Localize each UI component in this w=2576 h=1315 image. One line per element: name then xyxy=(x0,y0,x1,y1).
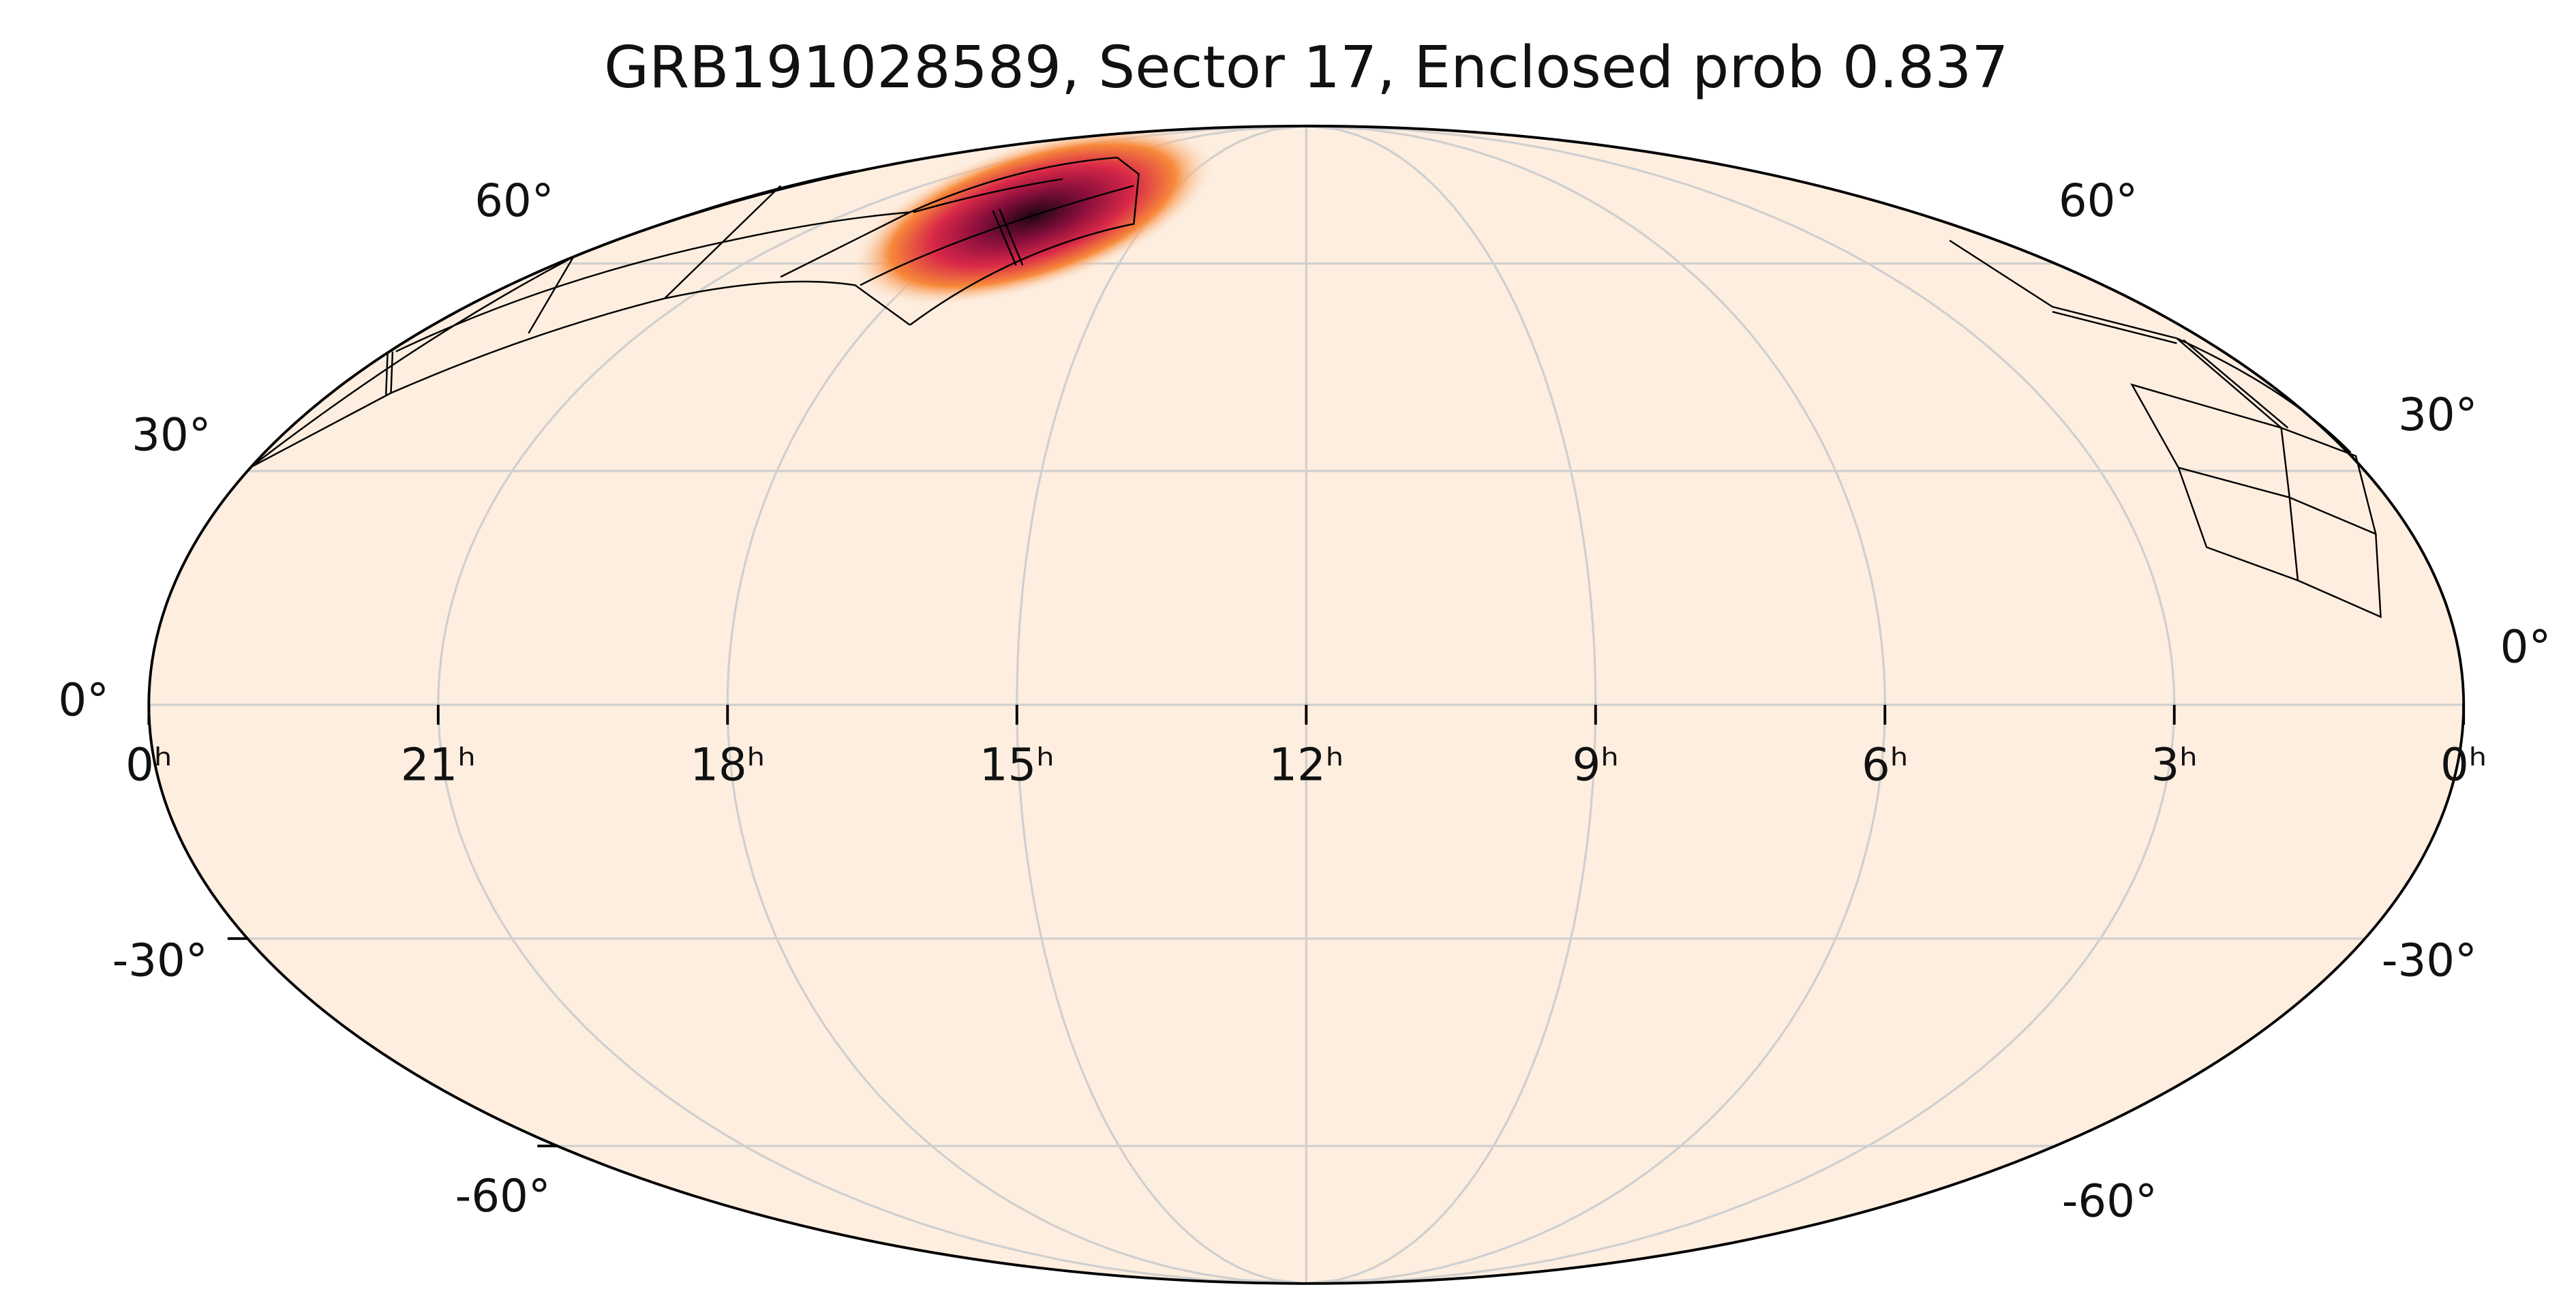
tile-edge xyxy=(384,185,910,395)
x-tick-label: 9ʰ xyxy=(1573,739,1619,791)
x-tick-label: 3ʰ xyxy=(2151,739,2198,791)
y-tick-label-left: 60° xyxy=(474,175,554,227)
tile-edge xyxy=(2176,337,2289,429)
tile-edge xyxy=(909,156,1140,326)
tile-edge xyxy=(249,280,911,469)
y-tick-label-left: 0° xyxy=(58,674,109,726)
y-tick-label-right: 60° xyxy=(2059,175,2138,227)
y-tick-label-left: -60° xyxy=(455,1170,551,1222)
y-tick-label-right: -60° xyxy=(2062,1175,2157,1227)
y-tick-label-right: -30° xyxy=(2382,935,2477,986)
chart-title: GRB191028589, Sector 17, Enclosed prob 0… xyxy=(604,34,2008,102)
x-tick-label: 18ʰ xyxy=(690,739,765,791)
tile-edge xyxy=(2130,383,2382,618)
y-tick-label-left: 30° xyxy=(132,409,211,461)
x-tick-label: 21ʰ xyxy=(401,739,476,791)
tess-footprints xyxy=(249,156,2382,618)
x-tick-label: 0ʰ xyxy=(125,739,172,791)
tile-edge xyxy=(780,178,1134,286)
y-tick-label-right: 30° xyxy=(2398,389,2477,441)
y-tick-label-left: -30° xyxy=(112,935,208,986)
x-tick-label: 6ʰ xyxy=(1862,739,1908,791)
x-tick-label: 0ʰ xyxy=(2440,739,2487,791)
y-tick-label-right: 0° xyxy=(2500,622,2551,674)
x-tick-label: 15ʰ xyxy=(980,739,1055,791)
x-tick-label: 12ʰ xyxy=(1269,739,1344,791)
